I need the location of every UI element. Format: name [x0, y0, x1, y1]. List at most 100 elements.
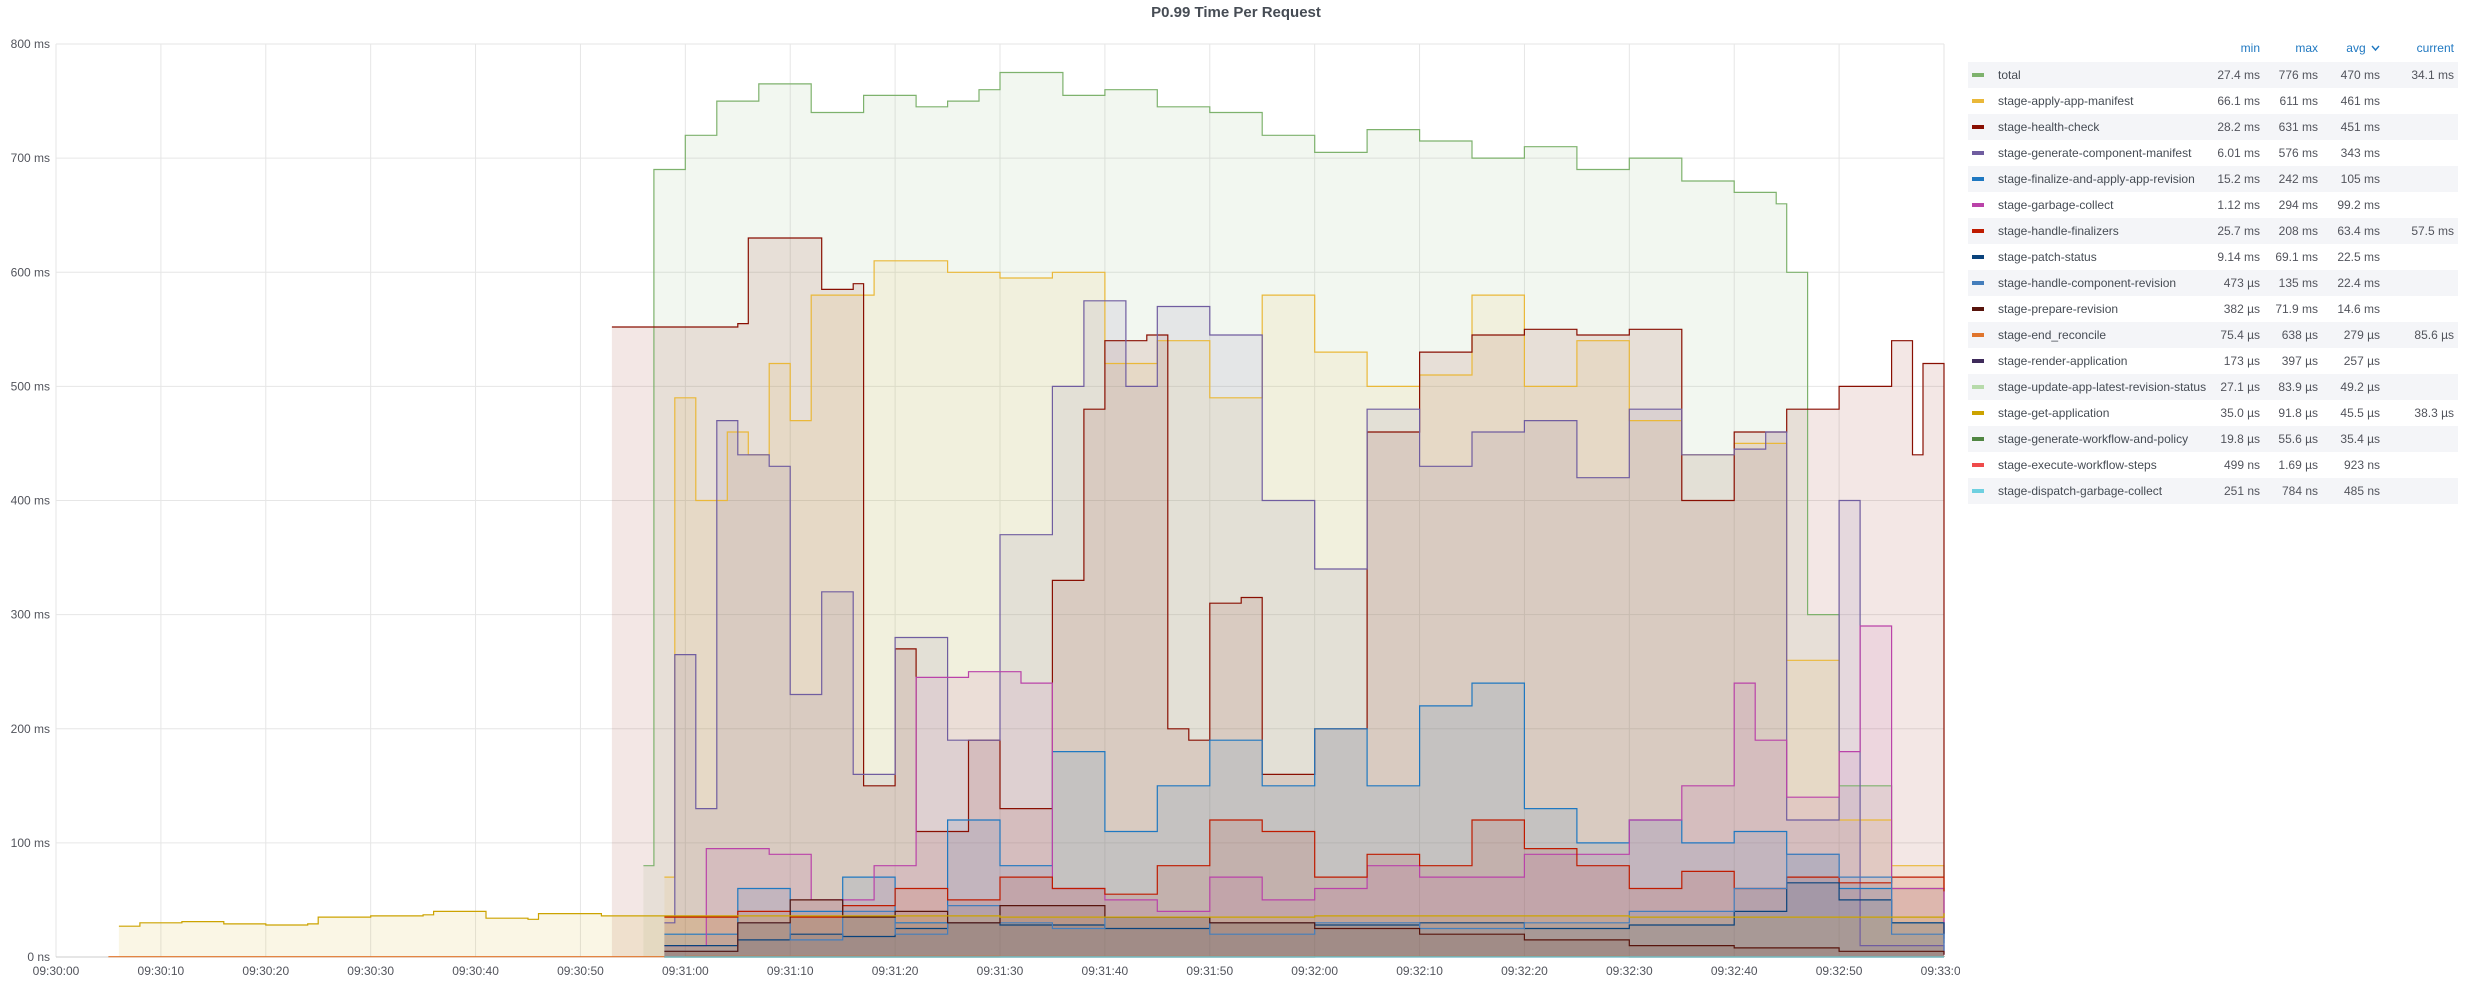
y-tick-label: 100 ms [11, 836, 50, 850]
legend-series-name[interactable]: stage-generate-component-manifest [1998, 146, 2192, 160]
legend-value-max: 55.6 µs [2278, 432, 2318, 446]
legend-header: min max avg current [1968, 40, 2458, 62]
legend-header-max[interactable]: max [2295, 41, 2318, 55]
legend-value-min: 25.7 ms [2217, 224, 2260, 238]
legend-value-max: 776 ms [2278, 68, 2318, 82]
legend-value-max: 242 ms [2278, 172, 2318, 186]
x-tick-label: 09:30:10 [138, 964, 185, 978]
series-line-stage-get-application[interactable] [118, 910, 1945, 927]
panel-title[interactable]: P0.99 Time Per Request [1151, 4, 1321, 21]
legend-value-max: 631 ms [2278, 120, 2318, 134]
legend-series-color-swatch[interactable] [1972, 203, 1984, 207]
legend-series-color-swatch[interactable] [1972, 73, 1984, 77]
legend-series-color-swatch[interactable] [1972, 125, 1984, 129]
legend-row[interactable]: stage-generate-workflow-and-policy 19.8 µ… [1968, 426, 2458, 452]
time-series-chart[interactable]: 0 ns 100 ms 200 ms 300 ms 400 ms 500 ms 600 ms… [0, 0, 1960, 983]
legend-row[interactable]: stage-patch-status 9.14 ms 69.1 ms 22.5 ms [1968, 244, 2458, 270]
legend-series-name[interactable]: stage-finalize-and-apply-app-revision [1998, 172, 2195, 186]
legend-row[interactable]: stage-execute-workflow-steps 499 ns 1.69 µ… [1968, 452, 2458, 478]
legend-header-avg[interactable]: avg [2346, 41, 2380, 55]
legend-series-name[interactable]: stage-apply-app-manifest [1998, 94, 2134, 108]
legend-series-color-swatch[interactable] [1972, 255, 1984, 259]
legend-series-color-swatch[interactable] [1972, 463, 1984, 467]
legend-series-color-swatch[interactable] [1972, 151, 1984, 155]
x-tick-label: 09:32:00 [1291, 964, 1338, 978]
legend-row[interactable]: stage-finalize-and-apply-app-revision 15.… [1968, 166, 2458, 192]
legend-series-color-swatch[interactable] [1972, 359, 1984, 363]
legend-series-name[interactable]: stage-generate-workflow-and-policy [1998, 432, 2189, 446]
series-lines [108, 71, 1945, 958]
legend-series-name[interactable]: stage-health-check [1998, 120, 2100, 134]
legend-row[interactable]: stage-generate-component-manifest 6.01 ms… [1968, 140, 2458, 166]
legend-value-avg: 14.6 ms [2337, 302, 2380, 316]
legend-row[interactable]: stage-handle-component-revision 473 µs 135… [1968, 270, 2458, 296]
legend-value-min: 35.0 µs [2220, 406, 2260, 420]
legend-row[interactable]: stage-garbage-collect 1.12 ms 294 ms 99.2 m… [1968, 192, 2458, 218]
legend-series-color-swatch[interactable] [1972, 437, 1984, 441]
x-tick-label: 09:30:40 [452, 964, 499, 978]
legend-value-max: 397 µs [2281, 354, 2318, 368]
legend-series-name[interactable]: stage-prepare-revision [1998, 302, 2119, 316]
legend-header-current[interactable]: current [2416, 41, 2454, 55]
series-line-total[interactable] [643, 71, 1945, 919]
y-tick-label: 0 ns [27, 950, 50, 964]
legend-row[interactable]: stage-dispatch-garbage-collect 251 ns 784 … [1968, 478, 2458, 504]
series-line-stage-generate-component-manifest[interactable] [664, 300, 1945, 951]
series-line-stage-garbage-collect[interactable] [664, 625, 1945, 955]
series-area-stage-apply-app-manifest [664, 260, 1944, 957]
y-tick-label: 700 ms [11, 151, 50, 165]
legend-series-name[interactable]: stage-dispatch-garbage-collect [1998, 484, 2163, 498]
legend-row[interactable]: stage-prepare-revision 382 µs 71.9 ms 14.6 … [1968, 296, 2458, 322]
legend-series-color-swatch[interactable] [1972, 229, 1984, 233]
x-tick-label: 09:31:50 [1186, 964, 1233, 978]
legend-series-name[interactable]: stage-handle-component-revision [1998, 276, 2177, 290]
legend-series-name[interactable]: stage-update-app-latest-revision-status [1998, 380, 2207, 394]
legend-series-name[interactable]: stage-execute-workflow-steps [1998, 458, 2157, 472]
x-tick-label: 09:32:20 [1501, 964, 1548, 978]
legend-row[interactable]: stage-apply-app-manifest 66.1 ms 611 ms 461… [1968, 88, 2458, 114]
legend-row[interactable]: stage-render-application 173 µs 397 µs 257 … [1968, 348, 2458, 374]
legend-value-min: 473 µs [2223, 276, 2260, 290]
legend-value-max: 135 ms [2278, 276, 2318, 290]
legend-series-color-swatch[interactable] [1972, 281, 1984, 285]
legend-series-color-swatch[interactable] [1972, 411, 1984, 415]
legend-series-name[interactable]: stage-handle-finalizers [1998, 224, 2119, 238]
x-tick-label: 09:31:20 [872, 964, 919, 978]
x-axis: 09:30:00 09:30:10 09:30:20 09:30:30 09:30:40… [33, 964, 1960, 978]
legend-value-avg: 257 µs [2343, 354, 2380, 368]
legend-value-avg: 22.5 ms [2337, 250, 2380, 264]
legend-row[interactable]: stage-end_reconcile 75.4 µs 638 µs 279 µs 85… [1968, 322, 2458, 348]
legend-row[interactable]: stage-handle-finalizers 25.7 ms 208 ms 63.4… [1968, 218, 2458, 244]
legend-rows: total 27.4 ms 776 ms 470 ms 34.1 ms stage-app… [1968, 62, 2458, 504]
legend-value-min: 27.1 µs [2220, 380, 2260, 394]
legend-row[interactable]: total 27.4 ms 776 ms 470 ms 34.1 ms [1968, 62, 2458, 88]
legend-row[interactable]: stage-health-check 28.2 ms 631 ms 451 ms [1968, 114, 2458, 140]
legend-series-color-swatch[interactable] [1972, 99, 1984, 103]
y-tick-label: 200 ms [11, 722, 50, 736]
legend-series-name[interactable]: stage-get-application [1998, 406, 2110, 420]
legend-header-avg-label: avg [2346, 41, 2366, 55]
legend-series-name[interactable]: stage-render-application [1998, 354, 2128, 368]
series-area-stage-health-check [611, 238, 1944, 957]
legend-value-min: 75.4 µs [2220, 328, 2260, 342]
legend-series-color-swatch[interactable] [1972, 333, 1984, 337]
legend-value-min: 15.2 ms [2217, 172, 2260, 186]
series-area-stage-finalize-and-apply-app-revision [664, 683, 1944, 957]
legend-series-name[interactable]: stage-patch-status [1998, 250, 2097, 264]
legend-row[interactable]: stage-update-app-latest-revision-status 2… [1968, 374, 2458, 400]
legend-series-color-swatch[interactable] [1972, 177, 1984, 181]
legend-header-min[interactable]: min [2240, 41, 2260, 55]
legend-value-current: 38.3 µs [2414, 406, 2454, 420]
legend-series-name[interactable]: total [1998, 68, 2021, 82]
legend-value-avg: 63.4 ms [2337, 224, 2380, 238]
legend-series-color-swatch[interactable] [1972, 489, 1984, 493]
legend-value-avg: 485 ns [2343, 484, 2380, 498]
legend-series-name[interactable]: stage-end_reconcile [1998, 328, 2107, 342]
legend-row[interactable]: stage-get-application 35.0 µs 91.8 µs 45.5 … [1968, 400, 2458, 426]
y-tick-label: 600 ms [11, 265, 50, 279]
legend-value-avg: 461 ms [2340, 94, 2380, 108]
legend-value-avg: 99.2 ms [2337, 198, 2380, 212]
legend-series-color-swatch[interactable] [1972, 307, 1984, 311]
legend-series-name[interactable]: stage-garbage-collect [1998, 198, 2114, 212]
legend-series-color-swatch[interactable] [1972, 385, 1984, 389]
